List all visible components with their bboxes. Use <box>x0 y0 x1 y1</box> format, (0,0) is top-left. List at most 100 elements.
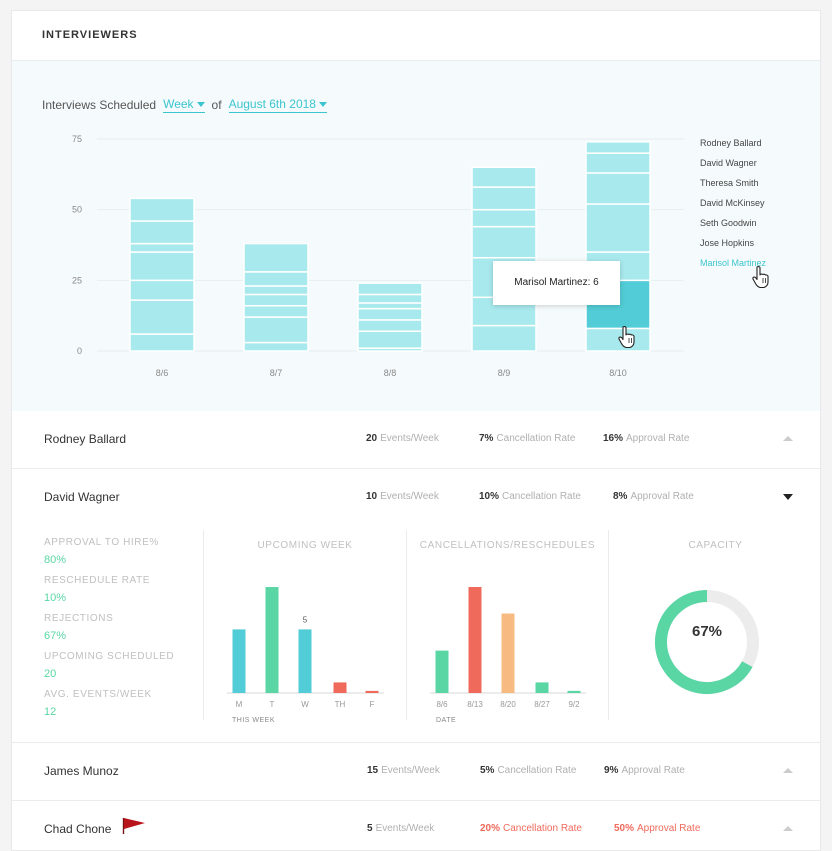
x-tick-label: F <box>370 700 375 709</box>
bar-segment[interactable] <box>357 302 423 310</box>
mini-bar[interactable] <box>265 587 279 693</box>
bar-segment[interactable] <box>129 197 195 222</box>
chevron-up-icon[interactable] <box>783 826 793 831</box>
events-per-week: 20 Events/Week <box>366 433 439 444</box>
bar-segment[interactable] <box>471 208 537 228</box>
mini-bar[interactable] <box>468 587 482 693</box>
bar-segment[interactable] <box>243 316 309 344</box>
interviewer-details: APPROVAL TO HIRE% 80% RESCHEDULE RATE 10% RE… <box>12 527 820 743</box>
bar-segment[interactable] <box>243 293 309 307</box>
x-tick-label: T <box>270 700 275 709</box>
legend-item[interactable]: Marisol Martinez <box>700 258 767 268</box>
bar-segment[interactable] <box>357 282 423 296</box>
x-tick-label: 8/13 <box>467 700 483 709</box>
bar-segment[interactable] <box>585 141 651 154</box>
legend-item[interactable]: Theresa Smith <box>700 178 759 188</box>
bar-segment[interactable] <box>585 203 651 253</box>
chart-caption: THIS WEEK <box>232 717 275 724</box>
bar-segment[interactable] <box>357 293 423 304</box>
metric-value: 20 <box>44 668 57 680</box>
legend-item[interactable]: Seth Goodwin <box>700 218 757 228</box>
metric-label: AVG. EVENTS/WEEK <box>44 689 152 700</box>
page-title: INTERVIEWERS <box>42 29 138 41</box>
x-tick-label: 8/9 <box>498 368 511 378</box>
metric-label: RESCHEDULE RATE <box>44 575 151 586</box>
x-tick-label: 8/27 <box>534 700 550 709</box>
bar-segment[interactable] <box>129 279 195 301</box>
cancellations-title: CANCELLATIONS/RESCHEDULES <box>419 540 596 551</box>
donut-fill <box>655 590 753 694</box>
x-tick-label: 8/7 <box>270 368 283 378</box>
x-tick-label: 8/6 <box>156 368 169 378</box>
bar-segment[interactable] <box>585 172 651 205</box>
metric-value: 12 <box>44 706 57 718</box>
mini-bar[interactable] <box>435 650 449 693</box>
upcoming-week-title: UPCOMING WEEK <box>257 540 353 551</box>
date-dropdown[interactable]: August 6th 2018 <box>228 97 327 113</box>
interviewer-name: Rodney Ballard <box>44 432 127 446</box>
mini-bar[interactable] <box>365 690 379 693</box>
bar-segment[interactable] <box>243 341 309 352</box>
chevron-down-icon <box>196 101 205 107</box>
bar-segment[interactable] <box>243 285 309 296</box>
upcoming-week-chart: M T W 5 TH F THIS WEEK 8/6 8/13 8/20 8/27 9/2 DATE <box>227 587 759 724</box>
chart-filters: Interviews Scheduled Week of August 6th … <box>42 97 334 113</box>
interviewer-row-rodney-ballard[interactable]: Rodney Ballard 20 Events/Week 7% Cancellat… <box>12 411 820 469</box>
filter-connector: of <box>211 98 222 112</box>
chart-legend: Rodney Ballard David Wagner Theresa Smith D… <box>700 138 766 278</box>
hand-cursor-icon <box>618 326 635 349</box>
bar-segment[interactable] <box>129 333 195 352</box>
bar-segment[interactable] <box>357 307 423 321</box>
period-dropdown[interactable]: Week <box>163 97 205 113</box>
bar-segment[interactable] <box>129 299 195 335</box>
bar-segment[interactable] <box>471 166 537 188</box>
metric-label: APPROVAL TO HIRE% <box>44 537 159 548</box>
metric-label: UPCOMING SCHEDULED <box>44 651 175 662</box>
mini-bar[interactable] <box>298 629 312 693</box>
interviewer-row-james-munoz[interactable]: James Munoz 15 Events/Week 5% Cancellation… <box>12 743 820 801</box>
interviewer-row-chad-chone[interactable]: Chad Chone 5 Events/Week 20% Cancellation … <box>12 801 820 850</box>
chevron-up-icon[interactable] <box>783 436 793 441</box>
chart-tooltip: Marisol Martinez: 6 <box>493 261 620 305</box>
bar-segment[interactable] <box>357 330 423 349</box>
hand-cursor-icon <box>752 266 769 289</box>
divider <box>608 530 609 720</box>
x-tick-label: W <box>301 700 309 709</box>
bar-segment[interactable] <box>243 271 309 287</box>
bar-segment[interactable] <box>129 220 195 245</box>
chart-caption: DATE <box>436 717 456 724</box>
cancellation-rate: 20% Cancellation Rate <box>480 823 582 834</box>
chevron-up-icon[interactable] <box>783 768 793 773</box>
bar-segment[interactable] <box>357 319 423 332</box>
approval-rate: 50% Approval Rate <box>614 823 701 834</box>
legend-item[interactable]: Jose Hopkins <box>700 238 755 248</box>
bar-segment[interactable] <box>471 186 537 211</box>
mini-bar[interactable] <box>567 690 581 693</box>
bar-segment[interactable] <box>471 324 537 352</box>
mini-bar[interactable] <box>501 613 515 694</box>
legend-item[interactable]: Rodney Ballard <box>700 138 762 148</box>
divider <box>406 530 407 720</box>
bar-segment[interactable] <box>243 305 309 318</box>
bar-segment[interactable] <box>129 251 195 282</box>
capacity-value: 67% <box>691 623 723 640</box>
bar-segment[interactable] <box>585 152 651 174</box>
cancellation-rate: 5% Cancellation Rate <box>480 765 577 776</box>
capacity-title: CAPACITY <box>688 540 743 551</box>
interviewer-row-david-wagner[interactable]: David Wagner 10 Events/Week 10% Cancellati… <box>12 469 820 527</box>
x-tick-label: 9/2 <box>568 700 580 709</box>
mini-bar[interactable] <box>333 682 347 693</box>
bar-segment[interactable] <box>243 242 309 273</box>
legend-item[interactable]: David McKinsey <box>700 198 765 208</box>
mini-bar[interactable] <box>232 629 246 693</box>
y-tick-label: 25 <box>72 275 82 285</box>
bar-segment[interactable] <box>471 225 537 259</box>
y-tick-label: 75 <box>72 134 82 144</box>
interviewers-card: INTERVIEWERS Interviews Scheduled Week o… <box>11 10 821 851</box>
legend-item[interactable]: David Wagner <box>700 158 757 168</box>
bar-segment[interactable] <box>129 242 195 253</box>
events-per-week: 10 Events/Week <box>366 491 439 502</box>
chevron-down-icon[interactable] <box>783 494 793 500</box>
approval-rate: 16% Approval Rate <box>603 433 690 444</box>
mini-bar[interactable] <box>535 682 549 693</box>
